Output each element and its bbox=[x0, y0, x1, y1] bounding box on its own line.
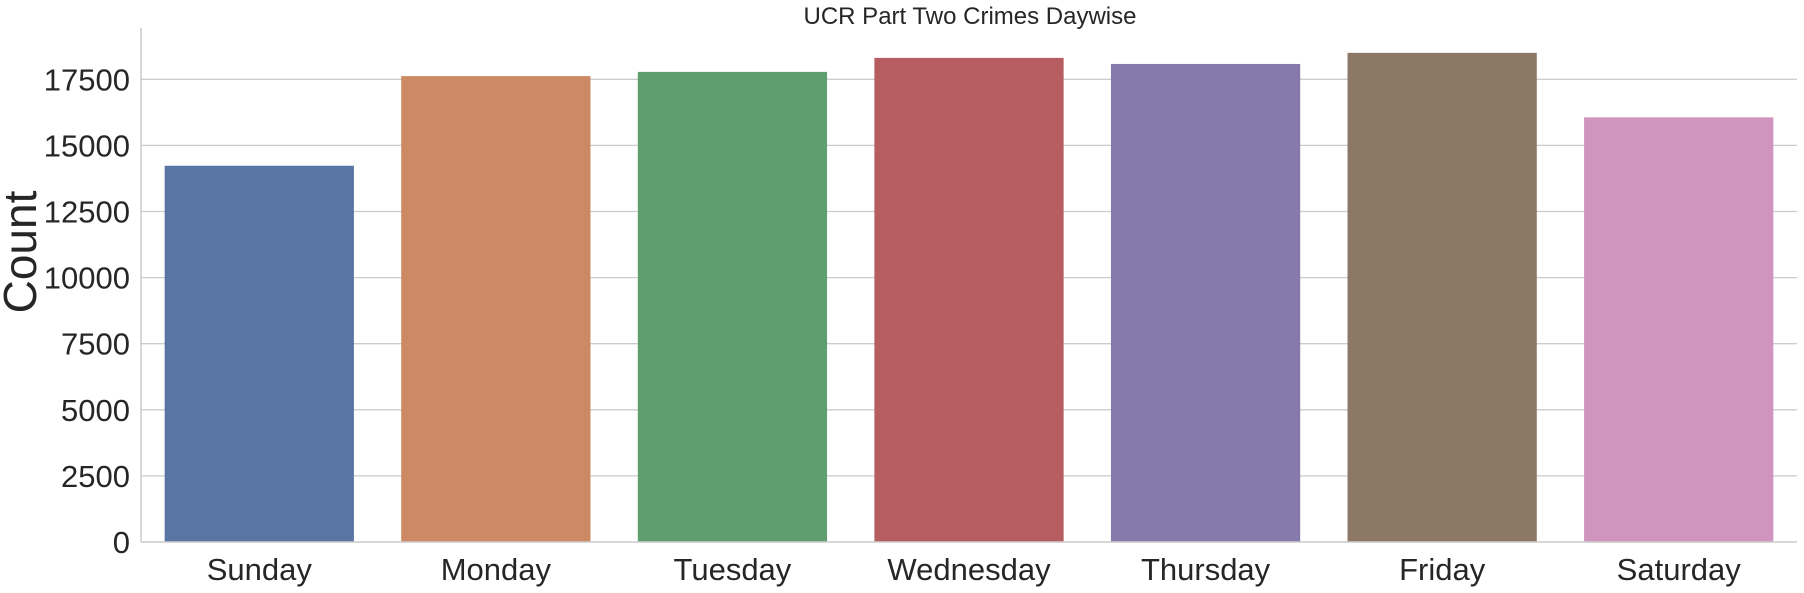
x-tick-label: Monday bbox=[441, 552, 552, 587]
y-tick-label: 15000 bbox=[44, 128, 130, 163]
y-tick-label: 7500 bbox=[61, 327, 130, 362]
bar-tuesday bbox=[637, 71, 828, 543]
y-tick-label: 0 bbox=[113, 525, 130, 560]
bars bbox=[164, 52, 1774, 543]
y-tick-label: 10000 bbox=[44, 261, 130, 296]
bar-monday bbox=[401, 76, 591, 542]
y-tick-label: 12500 bbox=[44, 194, 130, 229]
bar-wednesday bbox=[874, 57, 1064, 543]
y-tick-labels: 0 2500 5000 7500 10000 12500 15000 17500 bbox=[44, 62, 130, 560]
bar-sunday bbox=[164, 165, 354, 542]
y-tick-label: 2500 bbox=[61, 459, 130, 494]
x-tick-label: Thursday bbox=[1141, 552, 1271, 587]
y-tick-label: 5000 bbox=[61, 393, 130, 428]
axes bbox=[140, 28, 1797, 543]
chart-title: UCR Part Two Crimes Daywise bbox=[804, 3, 1137, 30]
bar-thursday bbox=[1110, 63, 1301, 542]
x-tick-labels: Sunday Monday Tuesday Wednesday Thursday Frid… bbox=[207, 552, 1742, 587]
x-tick-label: Wednesday bbox=[887, 552, 1051, 587]
bar-friday bbox=[1347, 52, 1537, 542]
y-tick-label: 17500 bbox=[44, 62, 130, 97]
x-tick-label: Tuesday bbox=[674, 552, 792, 587]
x-tick-label: Friday bbox=[1399, 552, 1486, 587]
bar-saturday bbox=[1584, 117, 1774, 542]
y-axis-label: Count bbox=[0, 190, 46, 313]
x-tick-label: Sunday bbox=[207, 552, 313, 587]
x-tick-label: Saturday bbox=[1617, 552, 1742, 587]
